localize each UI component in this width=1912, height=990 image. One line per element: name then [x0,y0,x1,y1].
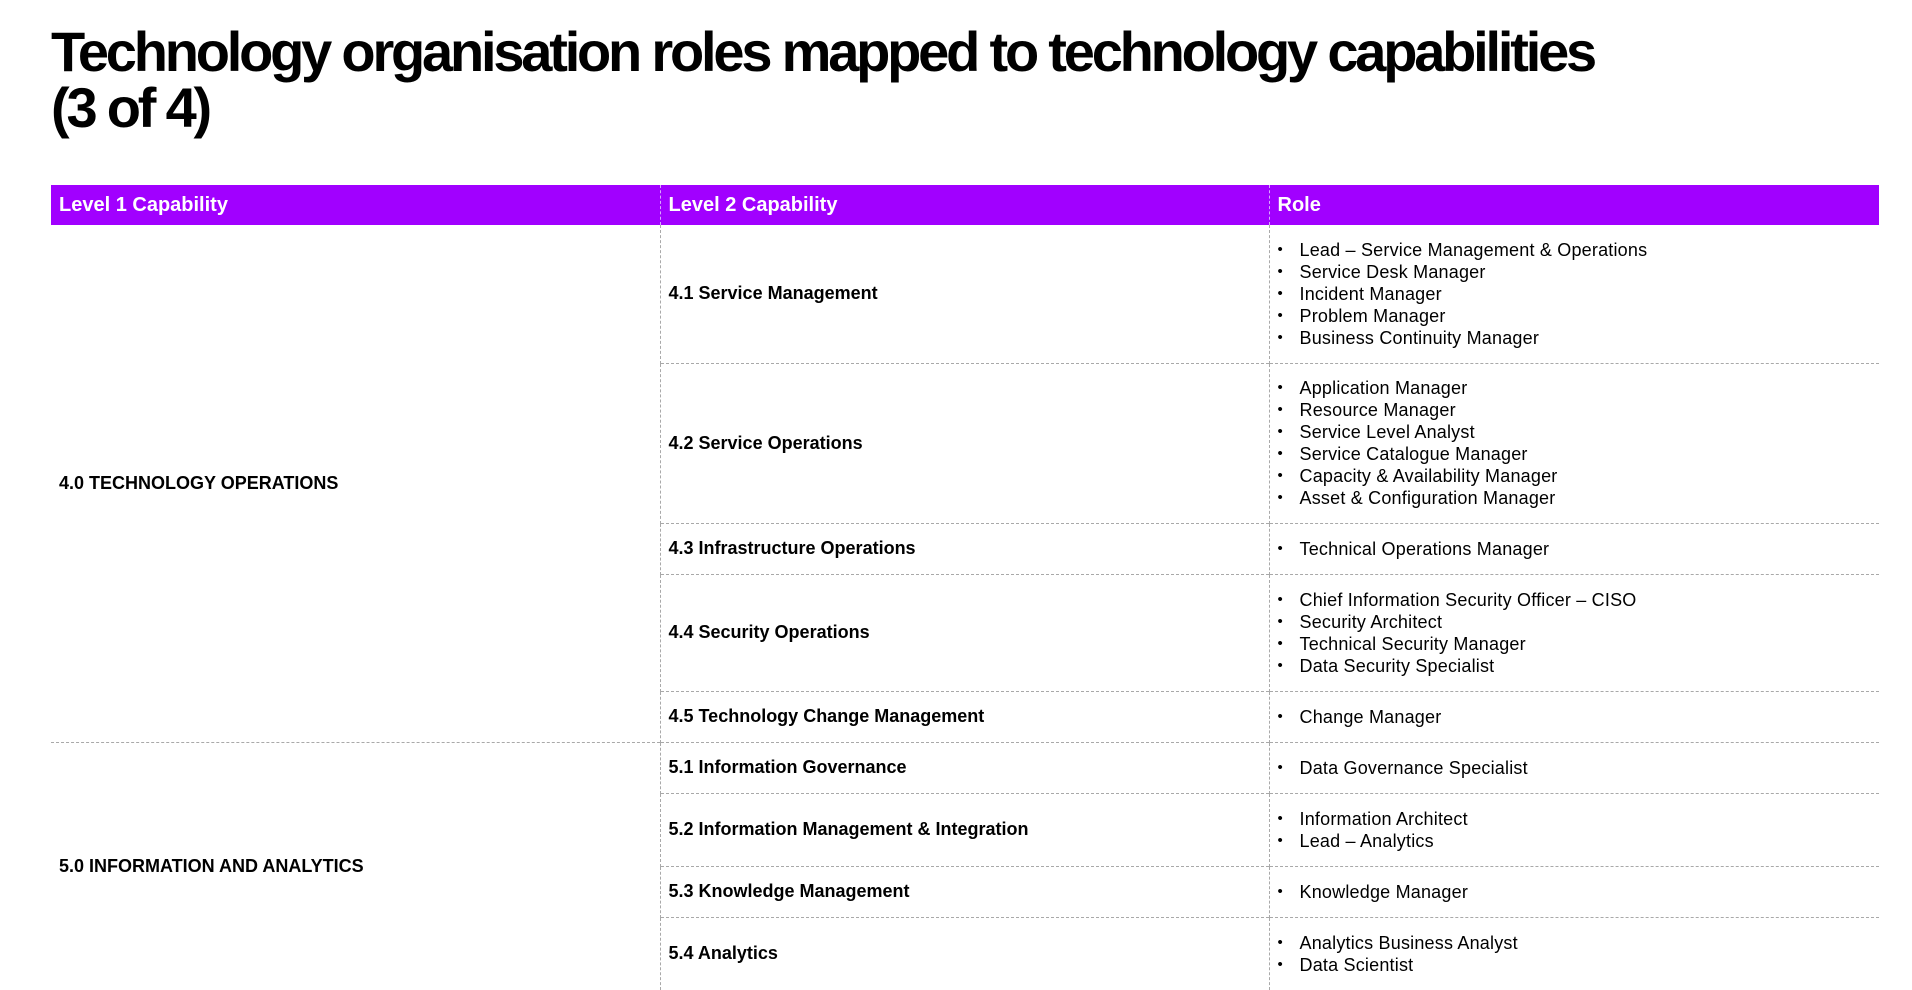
roles-list: Chief Information Security Officer – CIS… [1278,589,1872,677]
roles-list: Lead – Service Management & Operations S… [1278,239,1872,349]
level-2-capability-cell: 4.1 Service Management [659,225,1269,363]
level-2-capability-cell: 5.3 Knowledge Management [659,865,1269,917]
role-item: Business Continuity Manager [1278,327,1872,349]
page-title: Technology organisation roles mapped to … [51,24,1851,136]
role-item: Data Security Specialist [1278,655,1872,677]
level-2-capability-cell: 4.2 Service Operations [659,362,1269,523]
role-item: Application Manager [1278,377,1872,399]
role-item: Analytics Business Analyst [1278,932,1872,954]
header-level-1-capability: Level 1 Capability [51,185,660,225]
level-2-capability-cell: 4.5 Technology Change Management [659,690,1269,742]
table-row: 4.4 Security Operations Chief Informatio… [51,573,1879,691]
role-item: Security Architect [1278,611,1872,633]
table-row: 5.0 INFORMATION AND ANALYTICS 5.1 Inform… [51,741,1879,990]
role-item: Asset & Configuration Manager [1278,487,1872,509]
role-item: Capacity & Availability Manager [1278,465,1872,487]
roles-list: Knowledge Manager [1278,881,1872,903]
table-row: 5.4 Analytics Analytics Business Analyst… [51,916,1879,990]
level-2-capability-cell: 5.2 Information Management & Integration [659,792,1269,866]
role-item: Technical Security Manager [1278,633,1872,655]
role-item: Service Catalogue Manager [1278,443,1872,465]
role-item: Change Manager [1278,706,1872,728]
table-row: 4.3 Infrastructure Operations Technical … [51,522,1879,574]
role-item: Lead – Analytics [1278,830,1872,852]
role-item: Information Architect [1278,808,1872,830]
roles-cell: Technical Operations Manager [1268,522,1879,574]
roles-cell: Change Manager [1268,690,1879,742]
role-item: Resource Manager [1278,399,1872,421]
level-2-capability-cell: 4.4 Security Operations [659,573,1269,691]
table-row: 4.5 Technology Change Management Change … [51,690,1879,742]
table-row: 4.0 TECHNOLOGY OPERATIONS 4.1 Service Ma… [51,225,1879,493]
role-item: Chief Information Security Officer – CIS… [1278,589,1872,611]
table-row: 5.3 Knowledge Management Knowledge Manag… [51,865,1879,917]
header-level-2-capability: Level 2 Capability [659,185,1269,225]
roles-list: Technical Operations Manager [1278,538,1872,560]
role-item: Knowledge Manager [1278,881,1872,903]
level-1-capability-cell: 4.0 TECHNOLOGY OPERATIONS [59,472,339,493]
level-2-capability-cell: 5.1 Information Governance [659,741,1269,793]
level-2-capability-cell: 5.4 Analytics [659,916,1269,990]
capability-roles-table: Level 1 Capability Level 2 Capability Ro… [51,185,1879,990]
roles-cell: Chief Information Security Officer – CIS… [1268,573,1879,691]
title-line-1: Technology organisation roles mapped to … [51,20,1597,83]
roles-cell: Application Manager Resource Manager Ser… [1268,362,1879,523]
roles-cell: Knowledge Manager [1268,865,1879,917]
roles-cell: Lead – Service Management & Operations S… [1268,225,1879,363]
role-item: Lead – Service Management & Operations [1278,239,1872,261]
table-header-row: Level 1 Capability Level 2 Capability Ro… [51,185,1879,225]
table-row: 5.2 Information Management & Integration… [51,792,1879,866]
role-item: Problem Manager [1278,305,1872,327]
roles-list: Change Manager [1278,706,1872,728]
role-item: Technical Operations Manager [1278,538,1872,560]
roles-cell: Information Architect Lead – Analytics [1268,792,1879,866]
roles-list: Data Governance Specialist [1278,757,1872,779]
role-item: Data Scientist [1278,954,1872,976]
roles-list: Application Manager Resource Manager Ser… [1278,377,1872,509]
title-line-2: (3 of 4) [51,76,212,139]
roles-list: Analytics Business Analyst Data Scientis… [1278,932,1872,976]
roles-list: Information Architect Lead – Analytics [1278,808,1872,852]
level-2-capability-cell: 4.3 Infrastructure Operations [659,522,1269,574]
role-item: Data Governance Specialist [1278,757,1872,779]
header-role: Role [1268,185,1879,225]
roles-cell: Analytics Business Analyst Data Scientis… [1268,916,1879,990]
roles-cell: Data Governance Specialist [1268,741,1879,793]
role-item: Incident Manager [1278,283,1872,305]
table-row: 4.2 Service Operations Application Manag… [51,362,1879,523]
role-item: Service Desk Manager [1278,261,1872,283]
role-item: Service Level Analyst [1278,421,1872,443]
level-1-capability-cell: 5.0 INFORMATION AND ANALYTICS [51,741,660,990]
